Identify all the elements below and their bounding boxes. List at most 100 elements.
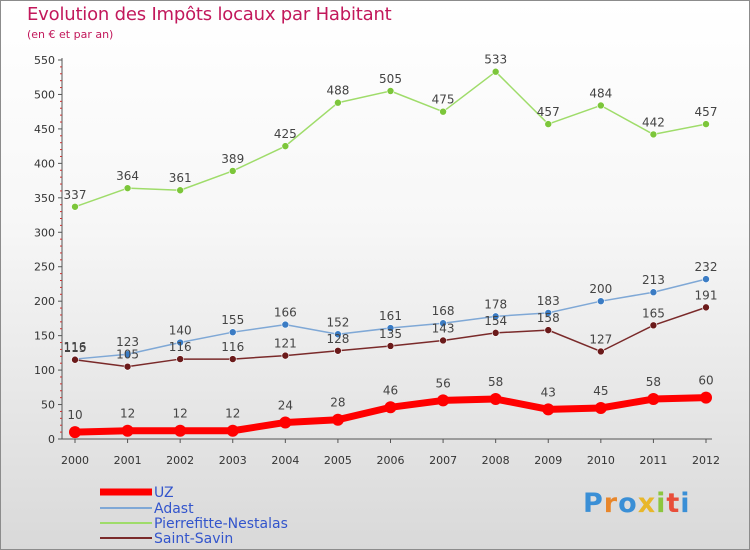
data-point-adast bbox=[334, 330, 342, 339]
data-point-uz bbox=[279, 416, 292, 429]
data-label-saint-savin: 158 bbox=[537, 311, 560, 325]
data-label-saint-savin: 154 bbox=[484, 314, 507, 328]
data-point-adast bbox=[176, 338, 184, 347]
data-label-adast: 140 bbox=[169, 324, 192, 338]
data-point-uz bbox=[331, 413, 344, 426]
data-label-saint-savin: 143 bbox=[432, 321, 455, 335]
data-label-pierrefitte-nestalas: 442 bbox=[642, 115, 665, 129]
x-tick-label: 2006 bbox=[377, 454, 405, 467]
data-label-uz: 12 bbox=[120, 407, 135, 421]
data-label-saint-savin: 115 bbox=[64, 341, 87, 355]
y-tick-label: 400 bbox=[34, 157, 55, 170]
chart-subtitle: (en € et par an) bbox=[27, 28, 114, 41]
x-tick-label: 2012 bbox=[692, 454, 720, 467]
x-tick-label: 2008 bbox=[482, 454, 510, 467]
data-label-pierrefitte-nestalas: 505 bbox=[379, 72, 402, 86]
data-label-pierrefitte-nestalas: 475 bbox=[432, 93, 455, 107]
data-point-saint-savin bbox=[439, 336, 447, 345]
data-label-pierrefitte-nestalas: 361 bbox=[169, 171, 192, 185]
data-point-uz bbox=[121, 424, 134, 437]
data-label-pierrefitte-nestalas: 533 bbox=[484, 53, 507, 67]
y-tick-label: 550 bbox=[34, 54, 55, 67]
data-point-uz bbox=[69, 426, 81, 439]
data-point-saint-savin bbox=[228, 355, 237, 363]
data-label-uz: 28 bbox=[330, 396, 345, 410]
data-label-saint-savin: 135 bbox=[379, 327, 402, 341]
data-point-uz bbox=[594, 401, 607, 414]
data-label-adast: 232 bbox=[695, 260, 718, 274]
data-label-uz: 58 bbox=[488, 375, 503, 389]
data-label-adast: 116 bbox=[64, 340, 87, 354]
data-label-pierrefitte-nestalas: 457 bbox=[695, 105, 718, 119]
data-point-uz bbox=[226, 424, 239, 437]
data-label-uz: 24 bbox=[278, 398, 293, 412]
x-tick-label: 2003 bbox=[219, 454, 247, 467]
data-label-uz: 43 bbox=[541, 385, 556, 399]
data-label-uz: 56 bbox=[435, 376, 450, 390]
data-point-uz bbox=[384, 401, 397, 414]
x-tick-label: 2009 bbox=[534, 454, 562, 467]
data-point-pierrefitte-nestalas bbox=[334, 98, 342, 107]
data-label-pierrefitte-nestalas: 389 bbox=[221, 152, 244, 166]
data-point-adast bbox=[123, 350, 132, 359]
data-point-pierrefitte-nestalas bbox=[386, 87, 395, 95]
data-label-adast: 183 bbox=[537, 294, 560, 308]
legend-label-pierrefitte-nestalas: Pierrefitte-Nestalas bbox=[154, 516, 288, 532]
data-point-pierrefitte-nestalas bbox=[176, 186, 184, 195]
y-tick-label: 450 bbox=[34, 123, 55, 136]
y-tick-label: 500 bbox=[34, 88, 55, 101]
data-label-uz: 10 bbox=[67, 408, 82, 422]
data-label-pierrefitte-nestalas: 364 bbox=[116, 169, 139, 183]
x-tick-label: 2010 bbox=[587, 454, 615, 467]
proxiti-logo: Proxiti bbox=[583, 488, 691, 519]
y-tick-label: 50 bbox=[41, 399, 55, 412]
logo-letter: i bbox=[680, 488, 691, 519]
y-tick-label: 100 bbox=[34, 364, 55, 377]
data-point-saint-savin bbox=[71, 355, 79, 364]
data-point-adast bbox=[228, 328, 237, 336]
data-point-pierrefitte-nestalas bbox=[649, 130, 658, 139]
data-label-adast: 155 bbox=[221, 313, 244, 327]
data-label-saint-savin: 105 bbox=[116, 348, 139, 362]
legend-label-adast: Adast bbox=[154, 501, 194, 517]
data-label-pierrefitte-nestalas: 337 bbox=[64, 188, 87, 202]
data-point-uz bbox=[542, 403, 555, 416]
data-label-uz: 60 bbox=[698, 374, 713, 388]
x-tick-label: 2005 bbox=[324, 454, 352, 467]
data-label-uz: 12 bbox=[173, 407, 188, 421]
x-tick-label: 2007 bbox=[429, 454, 457, 467]
data-point-pierrefitte-nestalas bbox=[702, 120, 710, 128]
data-point-saint-savin bbox=[702, 303, 710, 312]
data-point-uz bbox=[700, 391, 712, 404]
y-tick-label: 150 bbox=[34, 330, 55, 343]
data-point-saint-savin bbox=[334, 346, 342, 355]
data-point-uz bbox=[489, 393, 502, 406]
y-tick-label: 350 bbox=[34, 192, 55, 205]
legend-label-uz: UZ bbox=[154, 485, 174, 501]
legend-label-saint-savin: Saint-Savin bbox=[154, 531, 233, 547]
logo-letter: t bbox=[666, 488, 681, 519]
data-point-uz bbox=[647, 393, 660, 406]
data-label-pierrefitte-nestalas: 484 bbox=[589, 86, 612, 100]
data-point-adast bbox=[281, 320, 290, 329]
y-tick-label: 200 bbox=[34, 295, 55, 308]
logo-letter: o bbox=[618, 488, 638, 519]
data-point-adast bbox=[439, 319, 447, 328]
logo-letter: x bbox=[637, 488, 657, 519]
data-label-saint-savin: 191 bbox=[695, 288, 718, 302]
y-tick-label: 250 bbox=[34, 261, 55, 274]
data-point-adast bbox=[491, 312, 500, 321]
data-label-saint-savin: 116 bbox=[221, 340, 244, 354]
data-label-adast: 178 bbox=[484, 297, 507, 311]
x-tick-label: 2001 bbox=[114, 454, 142, 467]
data-point-pierrefitte-nestalas bbox=[439, 107, 447, 116]
data-label-adast: 213 bbox=[642, 273, 665, 287]
y-tick-label: 0 bbox=[48, 433, 55, 446]
y-tick-label: 300 bbox=[34, 226, 55, 239]
data-point-pierrefitte-nestalas bbox=[491, 67, 500, 76]
data-label-pierrefitte-nestalas: 457 bbox=[537, 105, 560, 119]
data-point-saint-savin bbox=[281, 351, 290, 360]
logo-letter: P bbox=[583, 488, 604, 519]
data-point-saint-savin bbox=[544, 326, 553, 334]
